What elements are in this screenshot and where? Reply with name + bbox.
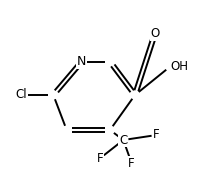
Text: C: C [119,134,128,146]
Text: N: N [77,55,86,68]
Text: F: F [128,157,135,170]
Text: Cl: Cl [16,88,27,101]
Text: OH: OH [170,60,188,73]
Text: F: F [153,129,160,142]
Text: O: O [150,27,160,40]
Text: F: F [97,152,103,165]
